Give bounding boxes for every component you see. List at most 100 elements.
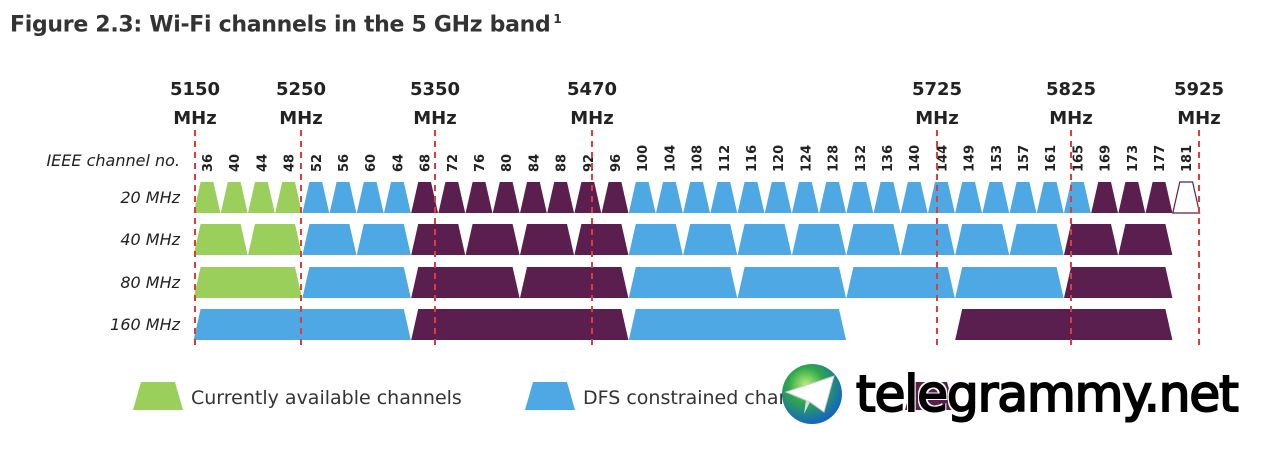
channel-label-116: 116 xyxy=(745,145,760,172)
channel-label-149: 149 xyxy=(963,145,978,172)
channel-label-140: 140 xyxy=(908,145,923,172)
channel-block-dfs-144-144 xyxy=(928,182,955,213)
frequency-unit-5150: MHz xyxy=(173,108,216,129)
channel-block-dfs-108-108 xyxy=(683,182,710,213)
channel-label-165: 165 xyxy=(1071,145,1086,172)
channel-block-other-177-177 xyxy=(1145,182,1173,213)
channel-axis-label: IEEE channel no. xyxy=(46,151,180,170)
channel-block-dfs-149-161 xyxy=(955,267,1064,298)
channel-block-dfs-132-136 xyxy=(846,224,901,255)
channel-block-other-169-169 xyxy=(1091,182,1118,213)
legend-swatch-other xyxy=(905,382,955,410)
channel-label-68: 68 xyxy=(419,154,434,172)
channel-block-other-80-80 xyxy=(492,182,520,213)
channel-block-dfs-132-132 xyxy=(846,182,874,213)
channel-block-dfs-124-128 xyxy=(792,224,846,255)
row-label-20mhz: 20 MHz xyxy=(120,188,180,207)
title-text: Figure 2.3: Wi-Fi channels in the 5 GHz … xyxy=(10,12,551,38)
channel-block-dfs-140-140 xyxy=(900,182,928,213)
channel-label-173: 173 xyxy=(1126,145,1141,172)
channel-label-157: 157 xyxy=(1017,145,1032,172)
channel-block-available-36-36 xyxy=(193,182,221,213)
channel-label-76: 76 xyxy=(473,154,488,172)
channel-block-other-84-96 xyxy=(520,267,629,298)
channel-block-dfs-149-149 xyxy=(955,182,982,213)
channel-block-dfs-100-112 xyxy=(628,267,738,298)
channel-block-other-72-72 xyxy=(438,182,466,213)
channel-block-dfs-60-64 xyxy=(356,224,411,255)
frequency-value-5825: 5825 xyxy=(1046,79,1096,100)
channel-block-other-96-96 xyxy=(601,182,629,213)
channel-block-other-84-84 xyxy=(520,182,547,213)
channel-label-100: 100 xyxy=(636,145,651,172)
channel-block-other-68-80 xyxy=(411,267,520,298)
channel-block-dfs-149-153 xyxy=(955,224,1010,255)
channel-label-136: 136 xyxy=(881,145,896,172)
channel-block-dfs-128-128 xyxy=(819,182,846,213)
frequency-unit-5250: MHz xyxy=(279,108,322,129)
channel-label-112: 112 xyxy=(718,145,733,172)
channel-block-dfs-64-64 xyxy=(384,182,411,213)
channel-block-other-165-177 xyxy=(1064,267,1173,298)
channel-block-dfs-136-136 xyxy=(873,182,901,213)
channel-block-dfs-116-128 xyxy=(737,267,846,298)
channel-block-dfs-52-56 xyxy=(302,224,357,255)
channel-block-dfs-100-100 xyxy=(628,182,656,213)
watermark: telegrammy.net xyxy=(780,362,1240,426)
channel-block-other-76-80 xyxy=(465,224,520,255)
channel-block-other-88-88 xyxy=(547,182,574,213)
channel-block-other-92-92 xyxy=(574,182,602,213)
channel-label-64: 64 xyxy=(391,154,406,172)
channel-label-169: 169 xyxy=(1099,145,1114,172)
frequency-value-5925: 5925 xyxy=(1174,79,1224,100)
channel-label-124: 124 xyxy=(799,145,814,172)
title-footnote: 1 xyxy=(553,12,562,26)
frequency-value-5725: 5725 xyxy=(912,79,962,100)
frequency-value-5470: 5470 xyxy=(567,79,617,100)
channel-block-other-165-169 xyxy=(1064,224,1118,255)
channel-block-dfs-52-52 xyxy=(302,182,330,213)
channel-block-dfs-116-116 xyxy=(737,182,765,213)
channel-block-other-92-96 xyxy=(574,224,629,255)
channel-block-dfs-56-56 xyxy=(329,182,357,213)
channel-block-available-44-48 xyxy=(248,224,302,255)
channel-label-132: 132 xyxy=(854,145,869,172)
channel-label-181: 181 xyxy=(1180,145,1195,172)
channel-block-dfs-157-157 xyxy=(1009,182,1037,213)
channel-block-dfs-52-64 xyxy=(302,267,411,298)
frequency-value-5350: 5350 xyxy=(410,79,460,100)
channel-block-other-76-76 xyxy=(465,182,493,213)
channel-label-153: 153 xyxy=(990,145,1005,172)
channel-block-dfs-161-161 xyxy=(1036,182,1064,213)
row-label-40mhz: 40 MHz xyxy=(120,230,180,249)
telegram-globe-icon xyxy=(782,364,842,424)
channel-block-dfs-140-144 xyxy=(900,224,955,255)
channel-block-dfs-124-124 xyxy=(792,182,819,213)
channel-block-dfs-60-60 xyxy=(356,182,384,213)
channel-block-other-173-173 xyxy=(1118,182,1146,213)
channel-label-60: 60 xyxy=(364,154,379,172)
channel-label-161: 161 xyxy=(1044,145,1059,172)
frequency-value-5150: 5150 xyxy=(170,79,220,100)
channel-block-other-68-96 xyxy=(411,309,629,340)
channel-block-dfs-153-153 xyxy=(982,182,1010,213)
figure-title: Figure 2.3: Wi-Fi channels in the 5 GHz … xyxy=(10,12,562,38)
row-label-160mhz: 160 MHz xyxy=(110,315,180,334)
channel-block-dfs-165-165 xyxy=(1064,182,1091,213)
legend-label-available: Currently available channels xyxy=(191,387,462,409)
channel-label-36: 36 xyxy=(201,154,216,172)
channel-label-120: 120 xyxy=(772,145,787,172)
channel-label-177: 177 xyxy=(1153,145,1168,172)
channel-block-dfs-100-104 xyxy=(628,224,683,255)
channel-label-56: 56 xyxy=(337,154,352,172)
channel-label-104: 104 xyxy=(663,145,678,172)
channel-block-dfs-116-120 xyxy=(737,224,792,255)
frequency-unit-5825: MHz xyxy=(1049,108,1092,129)
channel-block-dfs-112-112 xyxy=(710,182,738,213)
legend-swatch-dfs xyxy=(525,382,575,410)
watermark-text: telegrammy.net xyxy=(855,364,1240,424)
channel-label-92: 92 xyxy=(582,154,597,172)
row-label-80mhz: 80 MHz xyxy=(120,273,180,292)
frequency-unit-5470: MHz xyxy=(570,108,613,129)
